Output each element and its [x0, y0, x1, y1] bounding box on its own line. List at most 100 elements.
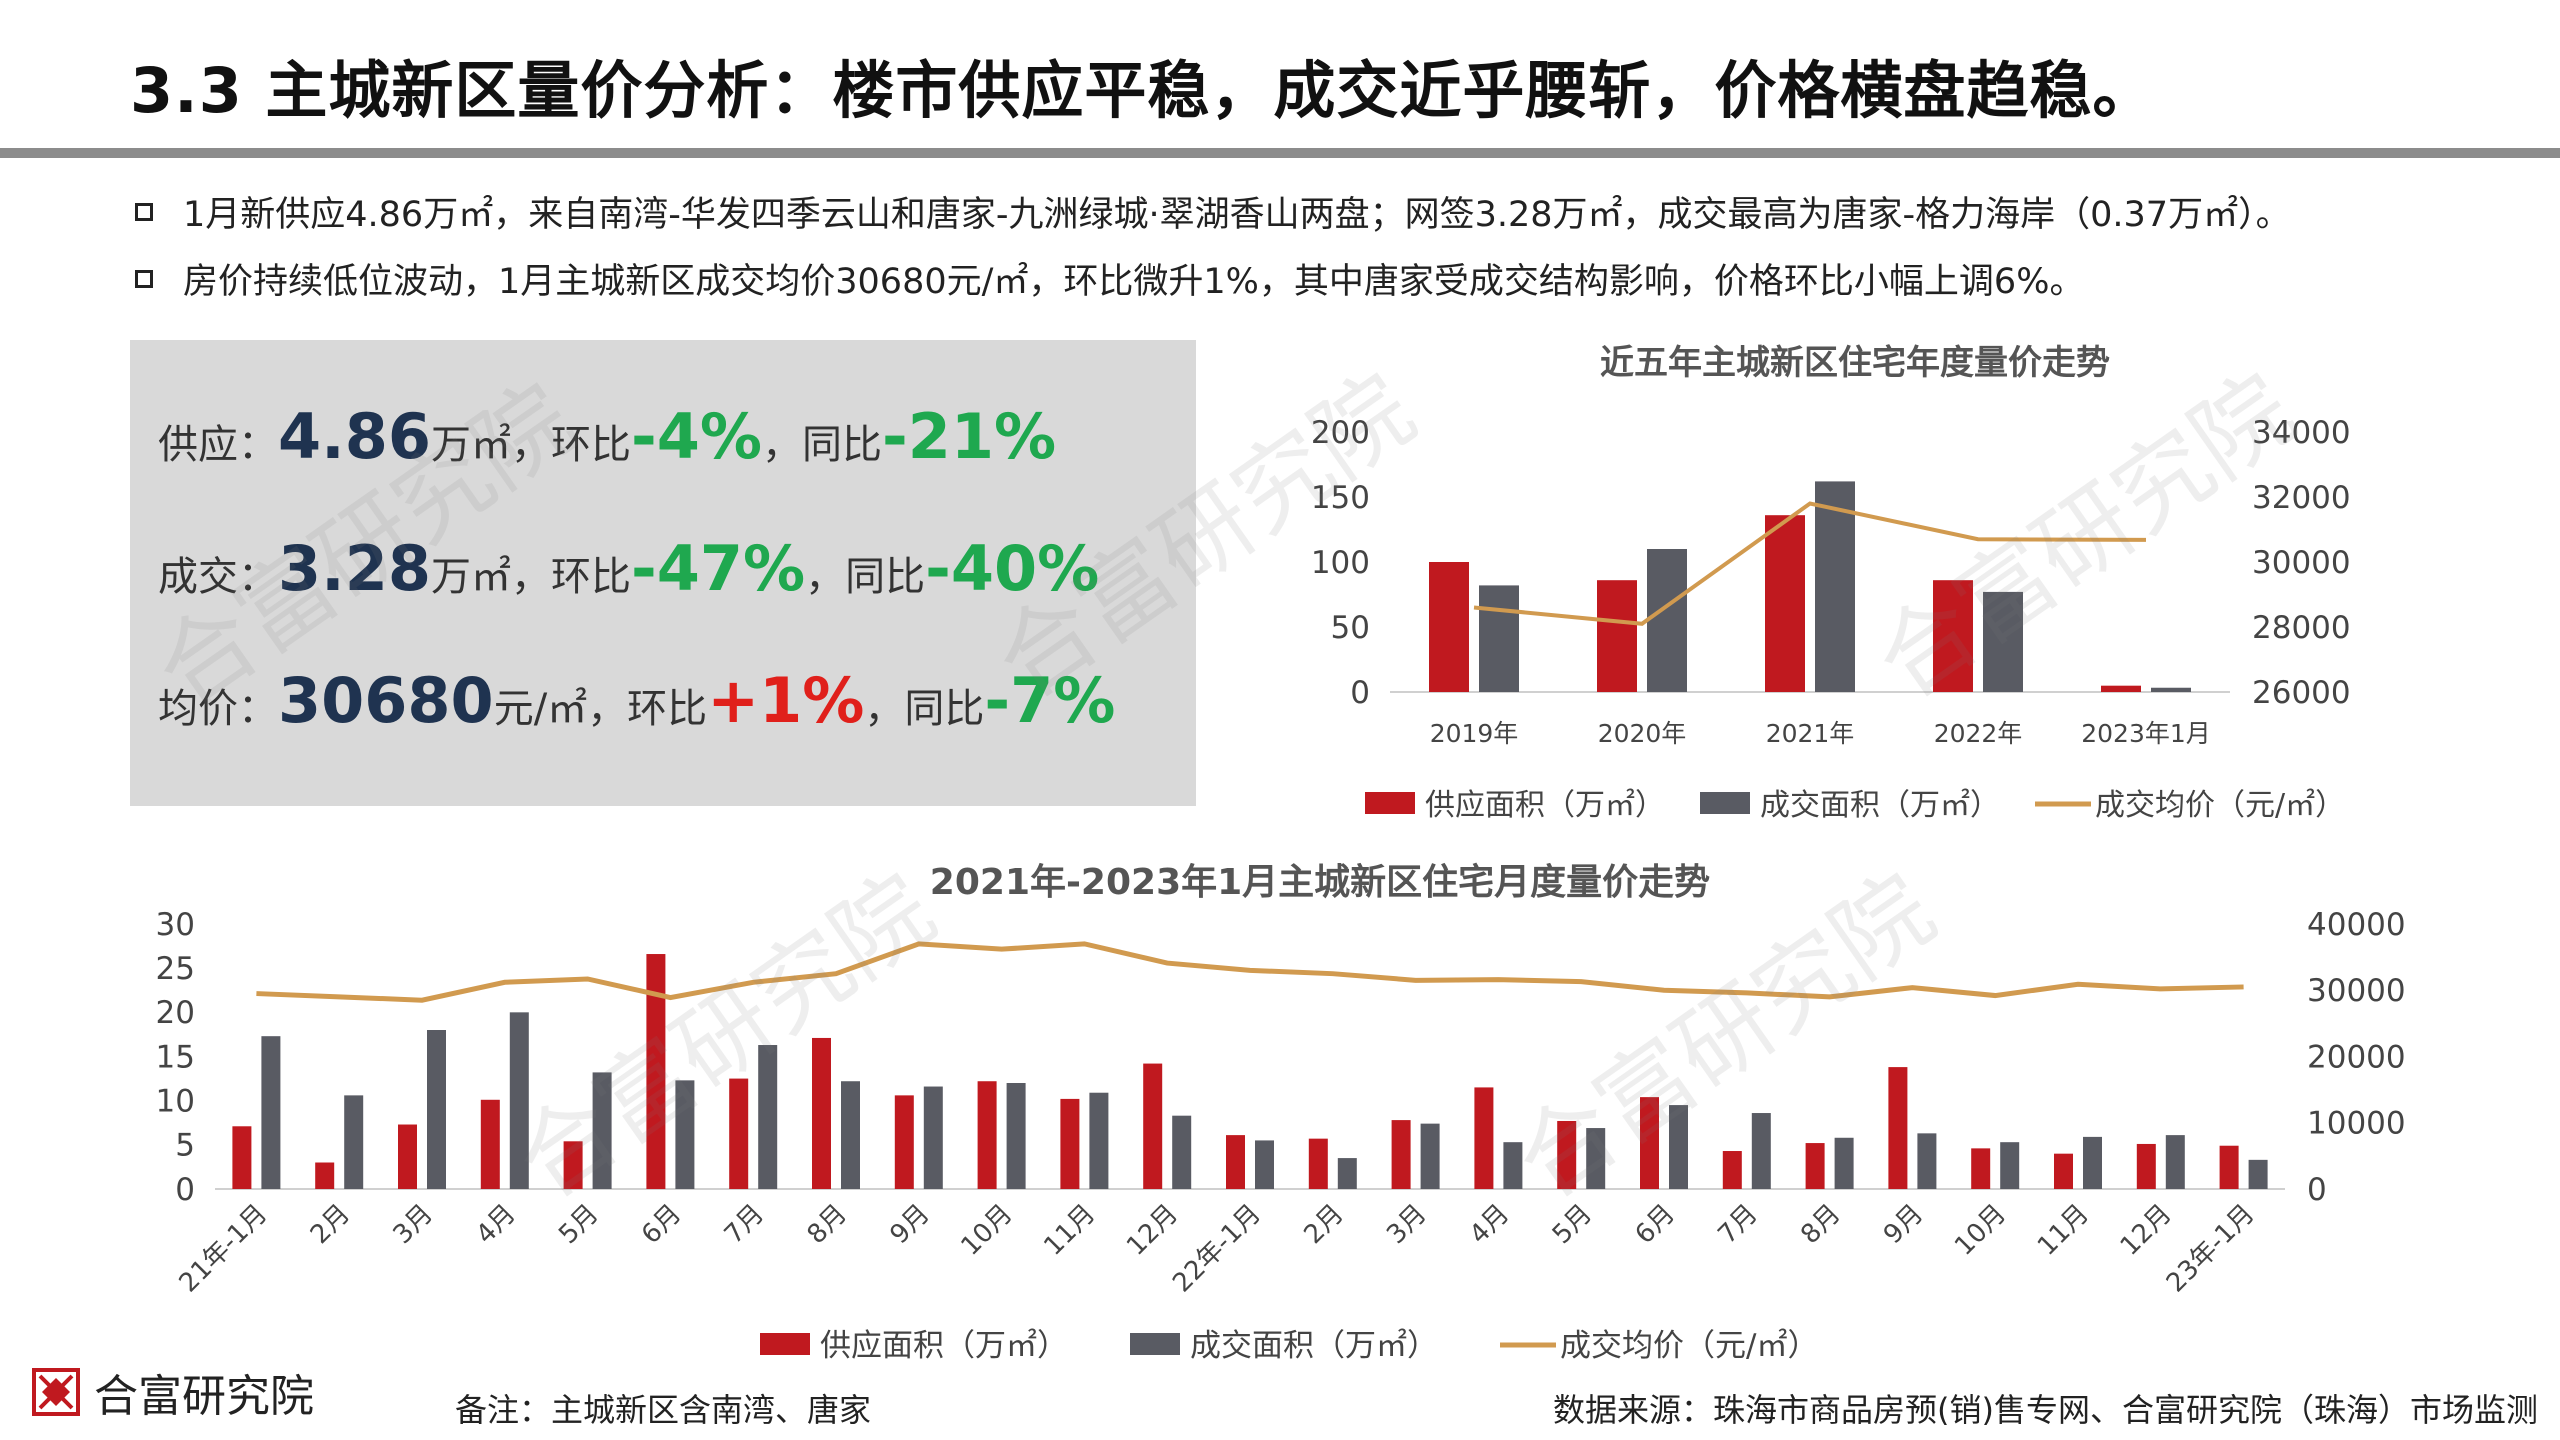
footnote: 备注：主城新区含南湾、唐家 — [455, 1391, 872, 1429]
bar-deal — [2151, 687, 2191, 692]
kpi-unit: 元/㎡ — [493, 686, 588, 732]
kpi-yoy: -7% — [984, 664, 1116, 737]
logo-text: 合富研究院 — [94, 1371, 314, 1422]
kpi-label: 均价： — [158, 686, 278, 732]
line-price — [256, 941, 2244, 1003]
y-left-tick-label: 20 — [156, 995, 195, 1031]
x-tick-label: 6月 — [1630, 1199, 1681, 1250]
kpi-yoy: -40% — [925, 532, 1100, 605]
title-divider — [0, 148, 2560, 158]
bar-supply — [398, 1124, 417, 1189]
bar-supply — [1391, 1120, 1411, 1189]
bar-supply — [480, 1099, 500, 1189]
bar-deal — [1337, 1158, 1357, 1189]
line-price — [1473, 501, 2147, 626]
x-tick-label: 11月 — [2032, 1199, 2095, 1262]
kpi-value: 3.28 — [278, 532, 431, 605]
kpi-mom-label: ，环比 — [510, 422, 631, 468]
kpi-mom-label: ，环比 — [510, 554, 631, 600]
bar-deal — [2000, 1142, 2020, 1189]
bar-deal — [1815, 481, 1855, 692]
x-tick-label: 21年-1月 — [174, 1199, 274, 1299]
kpi-deal: 成交：3.28万㎡，环比-47%，同比-40% — [158, 532, 1099, 605]
bar-deal — [1479, 585, 1519, 692]
legend-swatch — [1700, 792, 1750, 814]
y-left-tick-label: 30 — [156, 907, 195, 943]
y-right-tick-label: 30000 — [2307, 973, 2406, 1009]
x-tick-label: 10月 — [956, 1199, 1019, 1262]
bar-supply — [232, 1126, 252, 1189]
bar-deal — [1983, 591, 2023, 692]
y-right-tick-label: 40000 — [2307, 907, 2406, 943]
x-tick-label: 9月 — [884, 1199, 935, 1250]
bar-deal — [1917, 1133, 1937, 1189]
monthly-chart: 2021年-2023年1月主城新区住宅月度量价走势 0 5 10 15 20 25 30 0 10… — [156, 861, 2406, 1360]
kpi-value: 30680 — [278, 664, 494, 737]
x-tick-label: 3月 — [388, 1199, 439, 1250]
bar-deal — [2248, 1159, 2268, 1189]
y-left-tick-label: 0 — [1350, 675, 1370, 711]
bar-deal — [675, 1080, 695, 1189]
bar-deal — [758, 1045, 778, 1189]
bar-deal — [344, 1095, 364, 1189]
y-left-tick-label: 150 — [1311, 480, 1370, 516]
x-tick-label: 2020年 — [1598, 719, 1687, 748]
bar-deal — [1586, 1128, 1606, 1189]
bar-supply — [1933, 580, 1973, 692]
kpi-mom-label: ，环比 — [587, 686, 708, 732]
kpi-mom: -47% — [630, 532, 806, 605]
x-tick-label: 5月 — [553, 1199, 604, 1250]
bar-deal — [2083, 1136, 2102, 1189]
kpi-mom: +1% — [707, 664, 865, 737]
y-left-tick-label: 100 — [1311, 545, 1370, 581]
brand-logo: 合富研究院 — [32, 1360, 314, 1424]
x-tick-label: 22年-1月 — [1167, 1199, 1267, 1299]
kpi-panel: 供应：4.86万㎡，环比-4%，同比-21% 成交：3.28万㎡，环比-47%，… — [130, 340, 1196, 806]
kpi-unit: 万㎡ — [430, 554, 511, 600]
y-left-tick-label: 200 — [1311, 415, 1370, 451]
legend-label: 成交均价（元/㎡） — [1560, 1328, 1818, 1360]
x-tick-label: 2021年 — [1766, 719, 1855, 748]
bar-deal — [1834, 1137, 1854, 1189]
bar-deal — [1255, 1140, 1274, 1189]
x-tick-label: 5月 — [1547, 1199, 1598, 1250]
bar-deal — [1089, 1092, 1109, 1189]
x-tick-label: 9月 — [1878, 1199, 1929, 1250]
bar-supply — [1226, 1135, 1245, 1189]
y-right-tick-label: 32000 — [2252, 480, 2351, 516]
bar-supply — [2101, 685, 2141, 692]
legend-label: 成交均价（元/㎡） — [2095, 788, 2345, 823]
y-right-tick-label: 34000 — [2252, 415, 2351, 451]
x-tick-label: 10月 — [1949, 1199, 2012, 1262]
kpi-value: 4.86 — [278, 400, 431, 473]
bar-deal — [1420, 1123, 1440, 1189]
legend-swatch — [1365, 792, 1415, 814]
x-tick-label: 2月 — [1298, 1199, 1349, 1250]
bar-supply — [977, 1081, 997, 1189]
chart-title: 2021年-2023年1月主城新区住宅月度量价走势 — [930, 861, 1710, 903]
bar-deal — [923, 1086, 943, 1189]
page-title: 3.3 主城新区量价分析：楼市供应平稳，成交近乎腰斩，价格横盘趋稳。 — [130, 54, 2156, 127]
bar-supply — [1597, 580, 1637, 692]
bar-supply — [1888, 1067, 1908, 1189]
y-left-tick-label: 0 — [175, 1172, 195, 1208]
legend-swatch — [760, 1333, 810, 1355]
y-right-tick-label: 0 — [2307, 1172, 2327, 1208]
legend-label: 供应面积（万㎡） — [820, 1328, 1068, 1360]
bar-supply — [729, 1078, 749, 1189]
y-left-tick-label: 10 — [156, 1084, 195, 1120]
bar-supply — [1143, 1063, 1163, 1189]
x-tick-label: 2023年1月 — [2081, 719, 2211, 748]
x-tick-label: 12月 — [1121, 1199, 1184, 1262]
bar-deal — [427, 1030, 446, 1189]
bullet-price: 房价持续低位波动，1月主城新区成交均价30680元/㎡，环比微升1%，其中唐家受… — [135, 253, 2084, 304]
bar-supply — [1308, 1138, 1328, 1189]
x-tick-label: 4月 — [470, 1199, 521, 1250]
kpi-label: 供应： — [158, 422, 278, 468]
x-tick-label: 12月 — [2115, 1199, 2178, 1262]
x-tick-label: 2022年 — [1934, 719, 2023, 748]
legend-label: 成交面积（万㎡） — [1190, 1328, 1438, 1360]
bar-supply — [646, 954, 666, 1189]
bar-deal — [2165, 1135, 2185, 1189]
bar-supply — [1429, 562, 1469, 692]
